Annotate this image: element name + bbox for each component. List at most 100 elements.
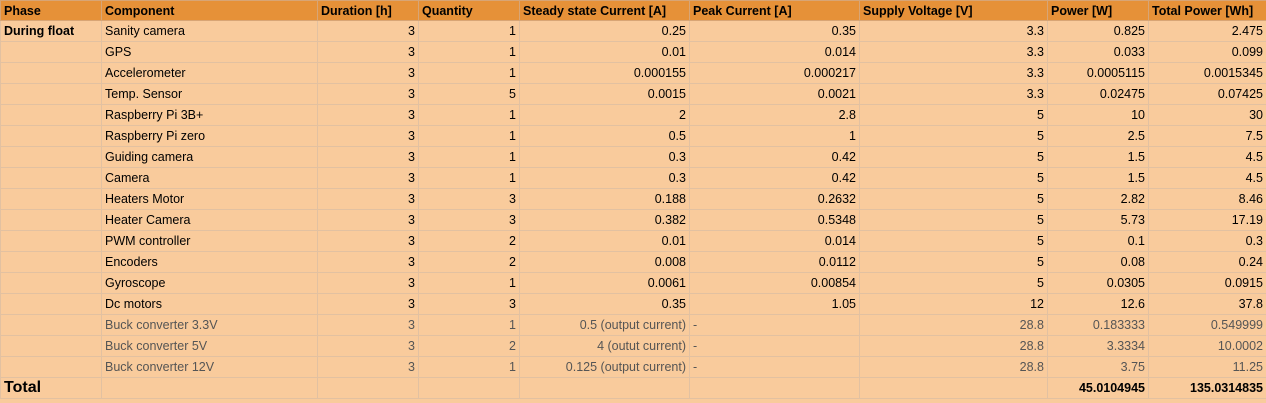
cell-duration[interactable]: 3 — [317, 83, 419, 105]
cell-quantity[interactable]: 2 — [418, 251, 520, 273]
cell-supply-voltage[interactable]: 5 — [859, 230, 1048, 252]
cell-peak-current[interactable]: 0.0021 — [689, 83, 860, 105]
cell-power[interactable]: 3.75 — [1047, 356, 1149, 378]
cell-quantity[interactable]: 2 — [418, 230, 520, 252]
cell-peak-current[interactable]: 0.35 — [689, 20, 860, 42]
cell-steady-current[interactable]: 0.0061 — [519, 272, 690, 294]
cell-steady-current[interactable]: 0.5 — [519, 125, 690, 147]
cell-component[interactable]: Accelerometer — [101, 62, 318, 84]
cell-phase[interactable] — [0, 83, 102, 105]
cell-power[interactable]: 1.5 — [1047, 167, 1149, 189]
cell-power[interactable]: 0.033 — [1047, 41, 1149, 63]
cell-power[interactable]: 5.73 — [1047, 209, 1149, 231]
cell-total-power[interactable]: 7.5 — [1148, 125, 1266, 147]
cell-duration[interactable]: 3 — [317, 62, 419, 84]
cell-component[interactable]: Encoders — [101, 251, 318, 273]
cell-supply-voltage[interactable]: 3.3 — [859, 62, 1048, 84]
cell-component[interactable]: Heaters Motor — [101, 188, 318, 210]
cell-quantity[interactable]: 1 — [418, 146, 520, 168]
cell-quantity[interactable]: 1 — [418, 272, 520, 294]
cell-total-power[interactable]: 11.25 — [1148, 356, 1266, 378]
cell-phase[interactable] — [0, 314, 102, 336]
cell-quantity[interactable]: 1 — [418, 125, 520, 147]
cell-supply-voltage[interactable]: 5 — [859, 188, 1048, 210]
cell-component[interactable]: Raspberry Pi 3B+ — [101, 104, 318, 126]
cell-component[interactable]: Buck converter 3.3V — [101, 314, 318, 336]
cell-component[interactable]: Guiding camera — [101, 146, 318, 168]
cell-component[interactable]: Camera — [101, 167, 318, 189]
cell-quantity[interactable]: 1 — [418, 356, 520, 378]
cell-phase[interactable] — [0, 230, 102, 252]
cell-steady-current[interactable]: 4 (outut current) — [519, 335, 690, 357]
total-label[interactable]: Total — [0, 377, 102, 399]
cell-quantity[interactable]: 1 — [418, 20, 520, 42]
cell-total-power[interactable]: 10.0002 — [1148, 335, 1266, 357]
header-quantity[interactable]: Quantity — [418, 0, 520, 21]
cell-duration[interactable]: 3 — [317, 125, 419, 147]
cell-component[interactable]: Gyroscope — [101, 272, 318, 294]
cell-power[interactable]: 10 — [1047, 104, 1149, 126]
cell-total-power[interactable]: 4.5 — [1148, 167, 1266, 189]
cell-steady-current[interactable]: 0.01 — [519, 41, 690, 63]
cell-peak-current[interactable]: 0.5348 — [689, 209, 860, 231]
cell-supply-voltage[interactable]: 28.8 — [859, 356, 1048, 378]
cell-quantity[interactable]: 2 — [418, 335, 520, 357]
cell-component[interactable]: Heater Camera — [101, 209, 318, 231]
cell-quantity[interactable]: 1 — [418, 62, 520, 84]
cell-peak-current[interactable]: 0.42 — [689, 146, 860, 168]
cell-duration[interactable]: 3 — [317, 209, 419, 231]
cell-quantity[interactable]: 1 — [418, 104, 520, 126]
cell-duration[interactable]: 3 — [317, 272, 419, 294]
cell-phase[interactable]: During float — [0, 20, 102, 42]
cell-total-power[interactable]: 0.07425 — [1148, 83, 1266, 105]
cell-phase[interactable] — [0, 188, 102, 210]
cell-supply-voltage[interactable]: 5 — [859, 272, 1048, 294]
cell-supply-voltage[interactable]: 5 — [859, 125, 1048, 147]
cell-supply-voltage[interactable]: 12 — [859, 293, 1048, 315]
cell-supply-voltage[interactable]: 28.8 — [859, 314, 1048, 336]
cell-supply-voltage[interactable]: 3.3 — [859, 41, 1048, 63]
header-supply-voltage[interactable]: Supply Voltage [V] — [859, 0, 1048, 21]
cell-component[interactable]: Sanity camera — [101, 20, 318, 42]
cell-quantity[interactable]: 1 — [418, 167, 520, 189]
header-peak-current[interactable]: Peak Current [A] — [689, 0, 860, 21]
cell-supply-voltage[interactable]: 5 — [859, 104, 1048, 126]
cell-total-power[interactable]: 0.3 — [1148, 230, 1266, 252]
cell-supply-voltage[interactable]: 5 — [859, 209, 1048, 231]
cell-steady-current[interactable]: 0.3 — [519, 146, 690, 168]
cell-component[interactable]: Temp. Sensor — [101, 83, 318, 105]
total-empty-cell[interactable] — [317, 377, 419, 399]
cell-duration[interactable]: 3 — [317, 167, 419, 189]
cell-total-power[interactable]: 4.5 — [1148, 146, 1266, 168]
cell-total-power[interactable]: 17.19 — [1148, 209, 1266, 231]
cell-power[interactable]: 0.183333 — [1047, 314, 1149, 336]
cell-component[interactable]: PWM controller — [101, 230, 318, 252]
cell-phase[interactable] — [0, 62, 102, 84]
cell-total-power[interactable]: 30 — [1148, 104, 1266, 126]
cell-duration[interactable]: 3 — [317, 146, 419, 168]
cell-duration[interactable]: 3 — [317, 20, 419, 42]
cell-steady-current[interactable]: 0.125 (output current) — [519, 356, 690, 378]
cell-peak-current[interactable]: - — [689, 335, 860, 357]
total-empty-cell[interactable] — [101, 377, 318, 399]
cell-duration[interactable]: 3 — [317, 41, 419, 63]
cell-duration[interactable]: 3 — [317, 314, 419, 336]
header-phase[interactable]: Phase — [0, 0, 102, 21]
cell-quantity[interactable]: 3 — [418, 293, 520, 315]
total-empty-cell[interactable] — [519, 377, 690, 399]
cell-power[interactable]: 12.6 — [1047, 293, 1149, 315]
header-steady-current[interactable]: Steady state Current [A] — [519, 0, 690, 21]
cell-supply-voltage[interactable]: 5 — [859, 167, 1048, 189]
cell-phase[interactable] — [0, 125, 102, 147]
cell-phase[interactable] — [0, 272, 102, 294]
cell-peak-current[interactable]: 0.000217 — [689, 62, 860, 84]
cell-component[interactable]: GPS — [101, 41, 318, 63]
cell-power[interactable]: 0.825 — [1047, 20, 1149, 42]
cell-steady-current[interactable]: 0.25 — [519, 20, 690, 42]
cell-total-power[interactable]: 37.8 — [1148, 293, 1266, 315]
cell-power[interactable]: 0.02475 — [1047, 83, 1149, 105]
cell-duration[interactable]: 3 — [317, 104, 419, 126]
cell-steady-current[interactable]: 0.5 (output current) — [519, 314, 690, 336]
cell-supply-voltage[interactable]: 3.3 — [859, 83, 1048, 105]
cell-phase[interactable] — [0, 335, 102, 357]
